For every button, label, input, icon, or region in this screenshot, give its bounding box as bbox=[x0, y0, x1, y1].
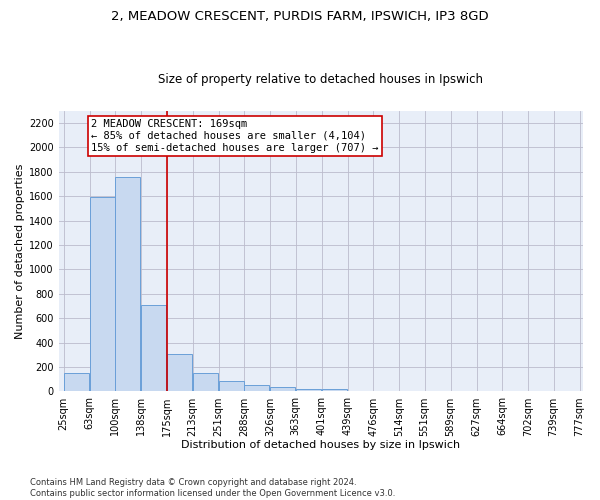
Bar bbox=[142, 305, 166, 392]
Bar bbox=[322, 389, 347, 392]
Bar bbox=[167, 354, 191, 392]
Text: 2 MEADOW CRESCENT: 169sqm
← 85% of detached houses are smaller (4,104)
15% of se: 2 MEADOW CRESCENT: 169sqm ← 85% of detac… bbox=[91, 120, 379, 152]
Bar bbox=[193, 372, 218, 392]
Text: 2, MEADOW CRESCENT, PURDIS FARM, IPSWICH, IP3 8GD: 2, MEADOW CRESCENT, PURDIS FARM, IPSWICH… bbox=[111, 10, 489, 23]
Y-axis label: Number of detached properties: Number of detached properties bbox=[15, 164, 25, 339]
Text: Contains HM Land Registry data © Crown copyright and database right 2024.
Contai: Contains HM Land Registry data © Crown c… bbox=[30, 478, 395, 498]
Bar bbox=[296, 389, 320, 392]
X-axis label: Distribution of detached houses by size in Ipswich: Distribution of detached houses by size … bbox=[181, 440, 460, 450]
Bar bbox=[115, 176, 140, 392]
Bar bbox=[219, 381, 244, 392]
Bar bbox=[64, 373, 89, 392]
Bar bbox=[271, 387, 295, 392]
Bar bbox=[90, 198, 115, 392]
Title: Size of property relative to detached houses in Ipswich: Size of property relative to detached ho… bbox=[158, 73, 484, 86]
Bar bbox=[244, 385, 269, 392]
